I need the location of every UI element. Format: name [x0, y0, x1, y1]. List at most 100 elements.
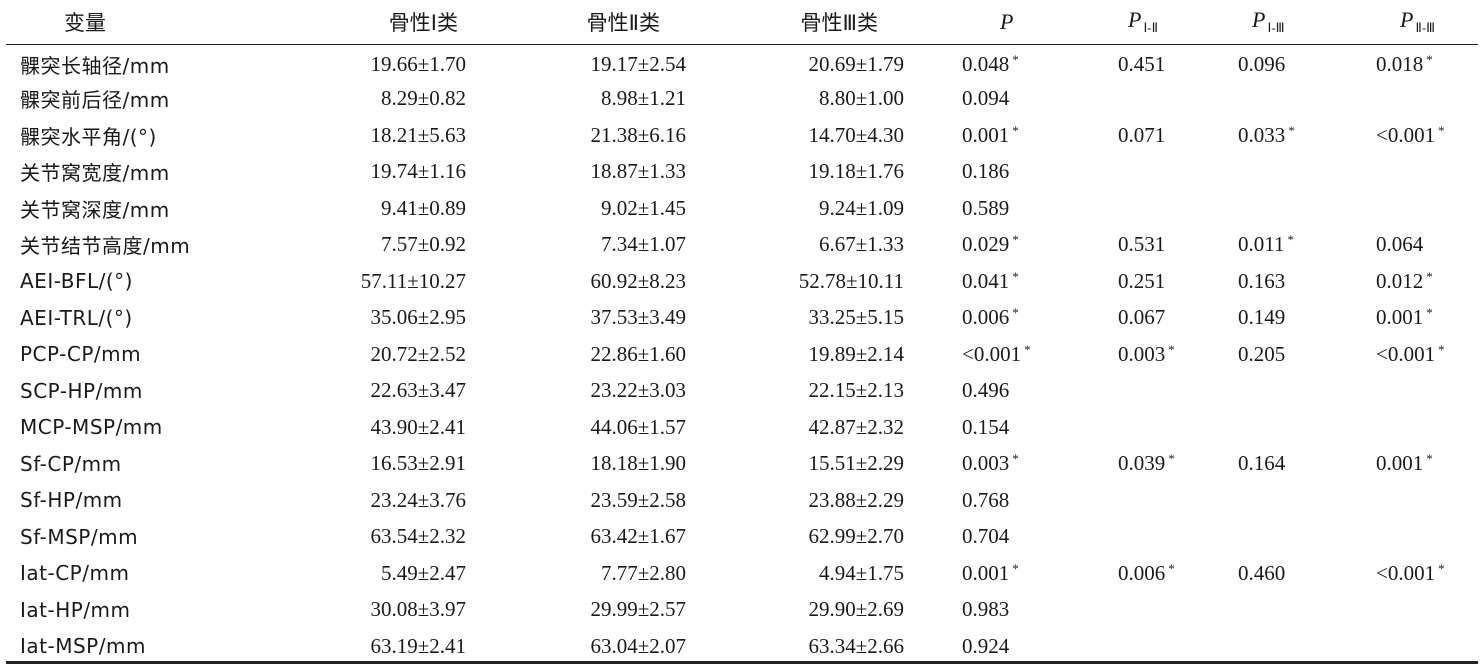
- cell-p13-value: 0.149: [1238, 305, 1286, 330]
- cell-p13: [1218, 81, 1346, 118]
- cell-group3: 9.24±1.09: [720, 190, 938, 227]
- cell-p12-value: 0.067: [1118, 305, 1166, 330]
- cell-p: 0.924: [938, 628, 1098, 665]
- cell-p-value: <0.001: [962, 341, 1022, 366]
- cell-p13: [1218, 628, 1346, 665]
- cell-p12: 0.071: [1098, 117, 1218, 154]
- cell-p-value: 0.029: [962, 232, 1010, 257]
- cell-p13-value: 0.033: [1238, 122, 1286, 147]
- cell-p12: [1098, 592, 1218, 629]
- cell-p: 0.001 *: [938, 117, 1098, 154]
- cell-p-value: 0.186: [962, 159, 1010, 184]
- cell-group1: 30.08±3.97: [302, 592, 482, 629]
- significance-marker: *: [1012, 305, 1019, 321]
- cell-p12: 0.006 *: [1098, 555, 1218, 592]
- cell-p: 0.154: [938, 409, 1098, 446]
- cell-group2: 18.18±1.90: [482, 446, 720, 483]
- cell-p12-value: 0.531: [1118, 232, 1166, 257]
- cell-p23: [1346, 81, 1478, 118]
- cell-group1: 43.90±2.41: [302, 409, 482, 446]
- cell-p13: 0.164: [1218, 446, 1346, 483]
- cell-variable: Sf-HP/mm: [6, 482, 302, 519]
- significance-marker: *: [1287, 232, 1294, 248]
- cell-group3: 19.89±2.14: [720, 336, 938, 373]
- table-row: 关节结节高度/mm 7.57±0.92 7.34±1.07 6.67±1.33 0.02…: [6, 227, 1478, 264]
- cell-group3: 52.78±10.11: [720, 263, 938, 300]
- cell-p23-value: 0.018: [1376, 52, 1424, 76]
- cell-group1: 63.19±2.41: [302, 628, 482, 665]
- cell-p12-value: 0.071: [1118, 122, 1166, 147]
- cell-p-value: 0.094: [962, 86, 1010, 111]
- cell-group1-value: 63.19±2.41: [370, 633, 466, 658]
- significance-marker: *: [1012, 268, 1019, 284]
- cell-p-value: 0.041: [962, 268, 1010, 293]
- cell-group3-value: 23.88±2.29: [808, 487, 904, 512]
- cell-group2-value: 23.22±3.03: [590, 378, 686, 403]
- cell-group1-value: 20.72±2.52: [370, 341, 466, 366]
- cell-p-value: 0.001: [962, 122, 1010, 147]
- cell-group2-value: 19.17±2.54: [590, 52, 686, 76]
- cell-p13-value: 0.011: [1238, 232, 1285, 257]
- cell-group1-value: 5.49±2.47: [380, 560, 466, 585]
- cell-p12: 0.039 *: [1098, 446, 1218, 483]
- cell-group3-value: 20.69±1.79: [808, 52, 904, 76]
- cell-variable: 关节窝深度/mm: [6, 190, 302, 227]
- cell-p: 0.048 *: [938, 44, 1098, 81]
- cell-group2-value: 7.34±1.07: [600, 232, 686, 257]
- significance-marker: *: [1168, 341, 1175, 357]
- header-group3: 骨性Ⅲ类: [800, 10, 878, 35]
- cell-group2: 7.34±1.07: [482, 227, 720, 264]
- cell-group2: 22.86±1.60: [482, 336, 720, 373]
- cell-group2-value: 22.86±1.60: [590, 341, 686, 366]
- header-p13-main: P: [1252, 7, 1266, 33]
- cell-p23-value: 0.064: [1376, 232, 1424, 257]
- cell-p23: 0.012 *: [1346, 263, 1478, 300]
- table-row: MCP-MSP/mm 43.90±2.41 44.06±1.57 42.87±2.32…: [6, 409, 1478, 446]
- cell-variable: 髁突前后径/mm: [6, 81, 302, 118]
- cell-p: 0.029 *: [938, 227, 1098, 264]
- cell-variable-value: Sf-HP/mm: [20, 488, 123, 513]
- cell-p13: 0.033 *: [1218, 117, 1346, 154]
- significance-marker: *: [1168, 560, 1175, 576]
- cell-p12: [1098, 628, 1218, 665]
- table-row: 髁突前后径/mm 8.29±0.82 8.98±1.21 8.80±1.00 0.094: [6, 81, 1478, 118]
- cell-p13: 0.205: [1218, 336, 1346, 373]
- cell-group3: 33.25±5.15: [720, 300, 938, 337]
- cell-p23: [1346, 154, 1478, 191]
- cell-group1-value: 43.90±2.41: [370, 414, 466, 439]
- cell-variable: Iat-CP/mm: [6, 555, 302, 592]
- cell-group2-value: 9.02±1.45: [600, 195, 686, 220]
- cell-group2: 37.53±3.49: [482, 300, 720, 337]
- cell-p: 0.496: [938, 373, 1098, 410]
- cell-p-value: 0.496: [962, 378, 1010, 403]
- cell-group2: 29.99±2.57: [482, 592, 720, 629]
- cell-group3-value: 4.94±1.75: [818, 560, 904, 585]
- cell-p13: [1218, 190, 1346, 227]
- cell-group2-value: 7.77±2.80: [600, 560, 686, 585]
- cell-p23-value: <0.001: [1376, 560, 1436, 585]
- cell-group1-value: 63.54±2.32: [370, 524, 466, 549]
- cell-group2-value: 63.42±1.67: [590, 524, 686, 549]
- cell-p23: <0.001 *: [1346, 555, 1478, 592]
- cell-group1-value: 18.21±5.63: [370, 122, 466, 147]
- cell-group2: 21.38±6.16: [482, 117, 720, 154]
- cell-p: 0.006 *: [938, 300, 1098, 337]
- cell-group3-value: 22.15±2.13: [808, 378, 904, 403]
- cell-group2: 8.98±1.21: [482, 81, 720, 118]
- significance-marker: *: [1012, 560, 1019, 576]
- significance-marker: *: [1024, 341, 1031, 357]
- table-row: SCP-HP/mm 22.63±3.47 23.22±3.03 22.15±2.13 0…: [6, 373, 1478, 410]
- cell-p12: 0.251: [1098, 263, 1218, 300]
- cell-p13-value: 0.460: [1238, 560, 1286, 585]
- cell-variable: PCP-CP/mm: [6, 336, 302, 373]
- cell-group2-value: 60.92±8.23: [590, 268, 686, 293]
- cell-variable: AEI-BFL/(°): [6, 263, 302, 300]
- cell-p23: 0.001 *: [1346, 446, 1478, 483]
- cell-group3-value: 6.67±1.33: [818, 232, 904, 257]
- cell-variable: 关节窝宽度/mm: [6, 154, 302, 191]
- table-row: Sf-CP/mm 16.53±2.91 18.18±1.90 15.51±2.29 0.…: [6, 446, 1478, 483]
- cell-variable-value: 关节结节高度/mm: [20, 234, 191, 259]
- cell-p12: 0.003 *: [1098, 336, 1218, 373]
- cell-p13: [1218, 154, 1346, 191]
- table-row: 关节窝宽度/mm 19.74±1.16 18.87±1.33 19.18±1.76 0.…: [6, 154, 1478, 191]
